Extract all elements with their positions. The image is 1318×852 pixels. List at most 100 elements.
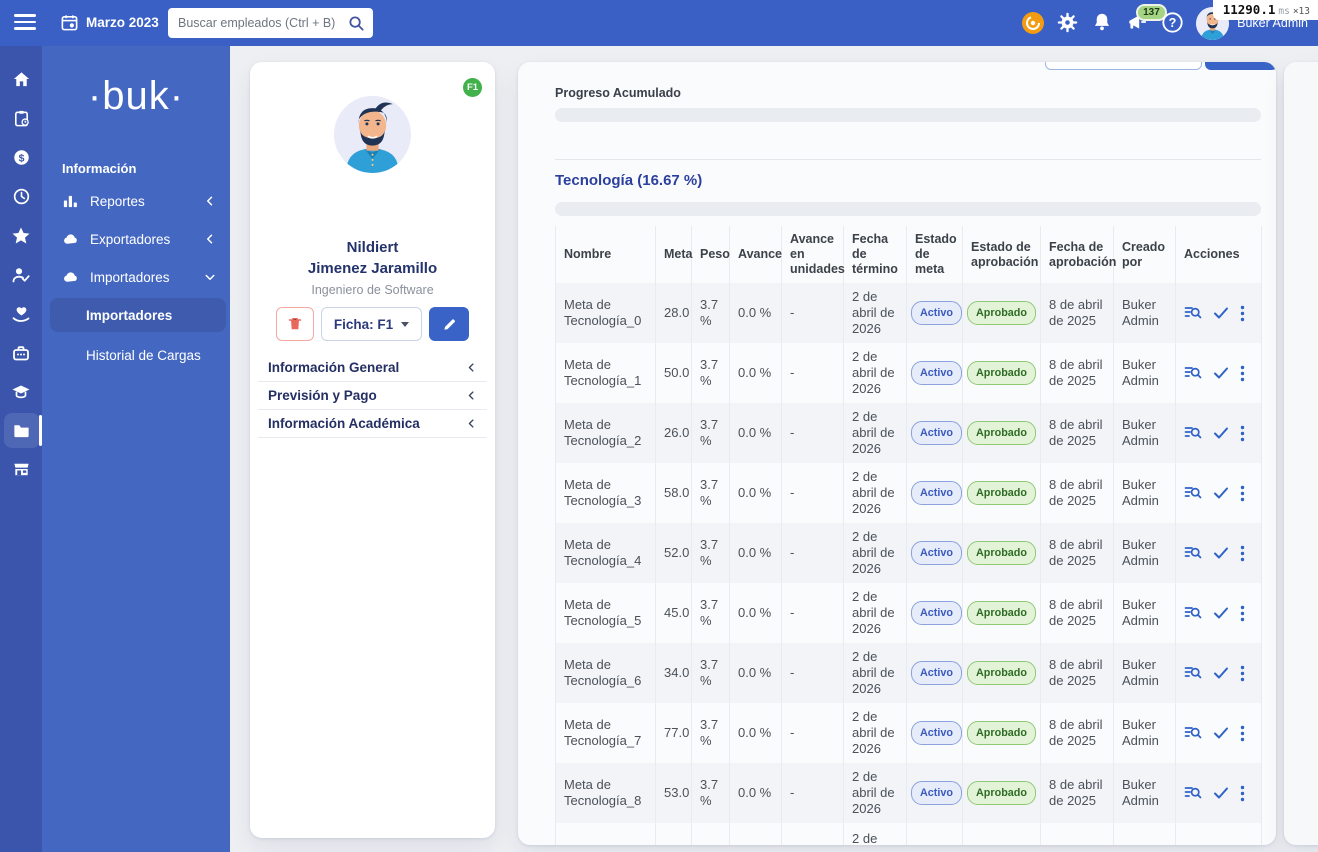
- view-goal-detail-icon[interactable]: [1184, 544, 1202, 562]
- delete-employee-button[interactable]: [275, 307, 314, 341]
- calendar-icon[interactable]: [60, 13, 79, 32]
- accordion-prevision-y-pago[interactable]: Previsión y Pago: [258, 382, 487, 410]
- cell-fecha_aprobacion: 8 de abril de 2025: [1040, 343, 1114, 403]
- points-icon[interactable]: [1021, 11, 1045, 35]
- training-graduation-icon[interactable]: [0, 372, 42, 411]
- approve-check-icon[interactable]: [1213, 365, 1229, 381]
- benefits-hand-heart-icon[interactable]: [0, 294, 42, 333]
- approve-check-icon[interactable]: [1213, 725, 1229, 741]
- row-menu-kebab-icon[interactable]: [1240, 665, 1245, 682]
- row-menu-kebab-icon[interactable]: [1240, 305, 1245, 322]
- cell-creado_por: Buker Admin: [1113, 283, 1176, 343]
- view-goal-detail-icon[interactable]: [1184, 424, 1202, 442]
- period-label[interactable]: Marzo 2023: [86, 15, 159, 30]
- cell-meta: 50.0: [655, 343, 692, 403]
- cell-meta: 77.0: [655, 703, 692, 763]
- column-header-peso[interactable]: Peso: [691, 226, 730, 283]
- notifications-bell-icon[interactable]: [1091, 11, 1115, 35]
- goal-status-badge: Activo: [911, 721, 962, 745]
- cell-acciones: [1175, 283, 1262, 343]
- approve-check-icon[interactable]: [1213, 425, 1229, 441]
- cell-fecha_termino: 2 de abril de 2026: [843, 523, 907, 583]
- view-goal-detail-icon[interactable]: [1184, 484, 1202, 502]
- cell-avance: 0.0 %: [729, 403, 782, 463]
- accordion-informacion-general[interactable]: Información General: [258, 354, 487, 382]
- column-header-creado_por[interactable]: Creado por: [1113, 226, 1176, 283]
- primary-button-cropped[interactable]: [1205, 62, 1276, 70]
- talent-star-icon[interactable]: [0, 216, 42, 255]
- tecnologia-progress-bar: [555, 202, 1261, 216]
- approve-check-icon[interactable]: [1213, 545, 1229, 561]
- column-header-meta[interactable]: Meta: [655, 226, 692, 283]
- time-clock-icon[interactable]: [0, 177, 42, 216]
- column-header-nombre[interactable]: Nombre: [555, 226, 656, 283]
- accordion-informacion-academica[interactable]: Información Académica: [258, 410, 487, 438]
- cell-avance: 0.0 %: [729, 283, 782, 343]
- cell-aprobacion: Aprobado: [962, 523, 1041, 583]
- view-goal-detail-icon[interactable]: [1184, 604, 1202, 622]
- column-header-avance[interactable]: Avance: [729, 226, 782, 283]
- chevron-left-icon: [466, 390, 477, 401]
- cell-acciones: [1175, 763, 1262, 823]
- cell-fecha_aprobacion: 8 de abril de 2025: [1040, 463, 1114, 523]
- cell-estado: Activo: [906, 343, 963, 403]
- filter-input-cropped[interactable]: [1045, 62, 1202, 70]
- attendance-clipboard-icon[interactable]: [0, 99, 42, 138]
- employee-last-name: Jimenez Jaramillo: [307, 260, 438, 277]
- column-header-aprobacion[interactable]: Estado de aprobación: [962, 226, 1041, 283]
- approve-check-icon[interactable]: [1213, 485, 1229, 501]
- cell-creado_por: Buker Admin: [1113, 643, 1176, 703]
- row-menu-kebab-icon[interactable]: [1240, 725, 1245, 742]
- row-menu-kebab-icon[interactable]: [1240, 365, 1245, 382]
- goal-row: 2 de: [555, 823, 1262, 845]
- search-input[interactable]: [168, 16, 348, 30]
- view-goal-detail-icon[interactable]: [1184, 664, 1202, 682]
- sidebar-subitem-historial-de-cargas[interactable]: Historial de Cargas: [50, 338, 226, 372]
- payroll-coin-icon[interactable]: $: [0, 138, 42, 177]
- sidebar-item-reportes[interactable]: Reportes: [42, 182, 230, 220]
- cell-nombre: Meta de Tecnología_3: [555, 463, 656, 523]
- help-icon[interactable]: ?: [1161, 11, 1185, 35]
- hamburger-menu-icon[interactable]: [14, 14, 36, 31]
- settings-gear-icon[interactable]: [1056, 11, 1080, 35]
- marketplace-store-icon[interactable]: [0, 450, 42, 489]
- view-goal-detail-icon[interactable]: [1184, 724, 1202, 742]
- documents-folder-icon[interactable]: [0, 411, 42, 450]
- row-menu-kebab-icon[interactable]: [1240, 605, 1245, 622]
- announcements-icon[interactable]: 137: [1126, 4, 1167, 35]
- column-header-fecha_termino[interactable]: Fecha de término: [843, 226, 907, 283]
- selection-person-check-icon[interactable]: [0, 255, 42, 294]
- row-menu-kebab-icon[interactable]: [1240, 425, 1245, 442]
- view-goal-detail-icon[interactable]: [1184, 364, 1202, 382]
- column-header-estado[interactable]: Estado de meta: [906, 226, 963, 283]
- row-menu-kebab-icon[interactable]: [1240, 785, 1245, 802]
- approve-check-icon[interactable]: [1213, 305, 1229, 321]
- cell-avance: 0.0 %: [729, 463, 782, 523]
- sidebar-item-exportadores[interactable]: Exportadores: [42, 220, 230, 258]
- sidebar-item-importadores[interactable]: Importadores: [42, 258, 230, 296]
- goal-row: Meta de Tecnología_0 28.0 3.7 % 0.0 % -2 de …: [555, 283, 1262, 343]
- row-menu-kebab-icon[interactable]: [1240, 545, 1245, 562]
- accordion-label: Información General: [268, 360, 400, 375]
- cell-creado_por: Buker Admin: [1113, 403, 1176, 463]
- lunchbox-icon[interactable]: [0, 333, 42, 372]
- column-header-avance_unidades[interactable]: Avance en unidades: [781, 226, 845, 283]
- column-header-fecha_aprobacion[interactable]: Fecha de aprobación: [1040, 226, 1116, 283]
- sidebar-subitem-importadores[interactable]: Importadores: [50, 298, 226, 332]
- approve-check-icon[interactable]: [1213, 665, 1229, 681]
- ficha-dropdown[interactable]: Ficha: F1: [320, 307, 423, 341]
- approve-check-icon[interactable]: [1213, 605, 1229, 621]
- approval-status-badge: Aprobado: [967, 601, 1036, 625]
- home-icon[interactable]: [0, 60, 42, 99]
- sidebar-item-label: Exportadores: [90, 231, 171, 247]
- cell-fecha_aprobacion: 8 de abril de 2025: [1040, 703, 1114, 763]
- approve-check-icon[interactable]: [1213, 785, 1229, 801]
- view-goal-detail-icon[interactable]: [1184, 304, 1202, 322]
- view-goal-detail-icon[interactable]: [1184, 784, 1202, 802]
- edit-employee-button[interactable]: [429, 307, 470, 341]
- search-icon[interactable]: [348, 15, 365, 32]
- row-menu-kebab-icon[interactable]: [1240, 485, 1245, 502]
- cell-nombre: Meta de Tecnología_0: [555, 283, 656, 343]
- goal-status-badge: Activo: [911, 361, 962, 385]
- column-header-acciones[interactable]: Acciones: [1175, 226, 1262, 283]
